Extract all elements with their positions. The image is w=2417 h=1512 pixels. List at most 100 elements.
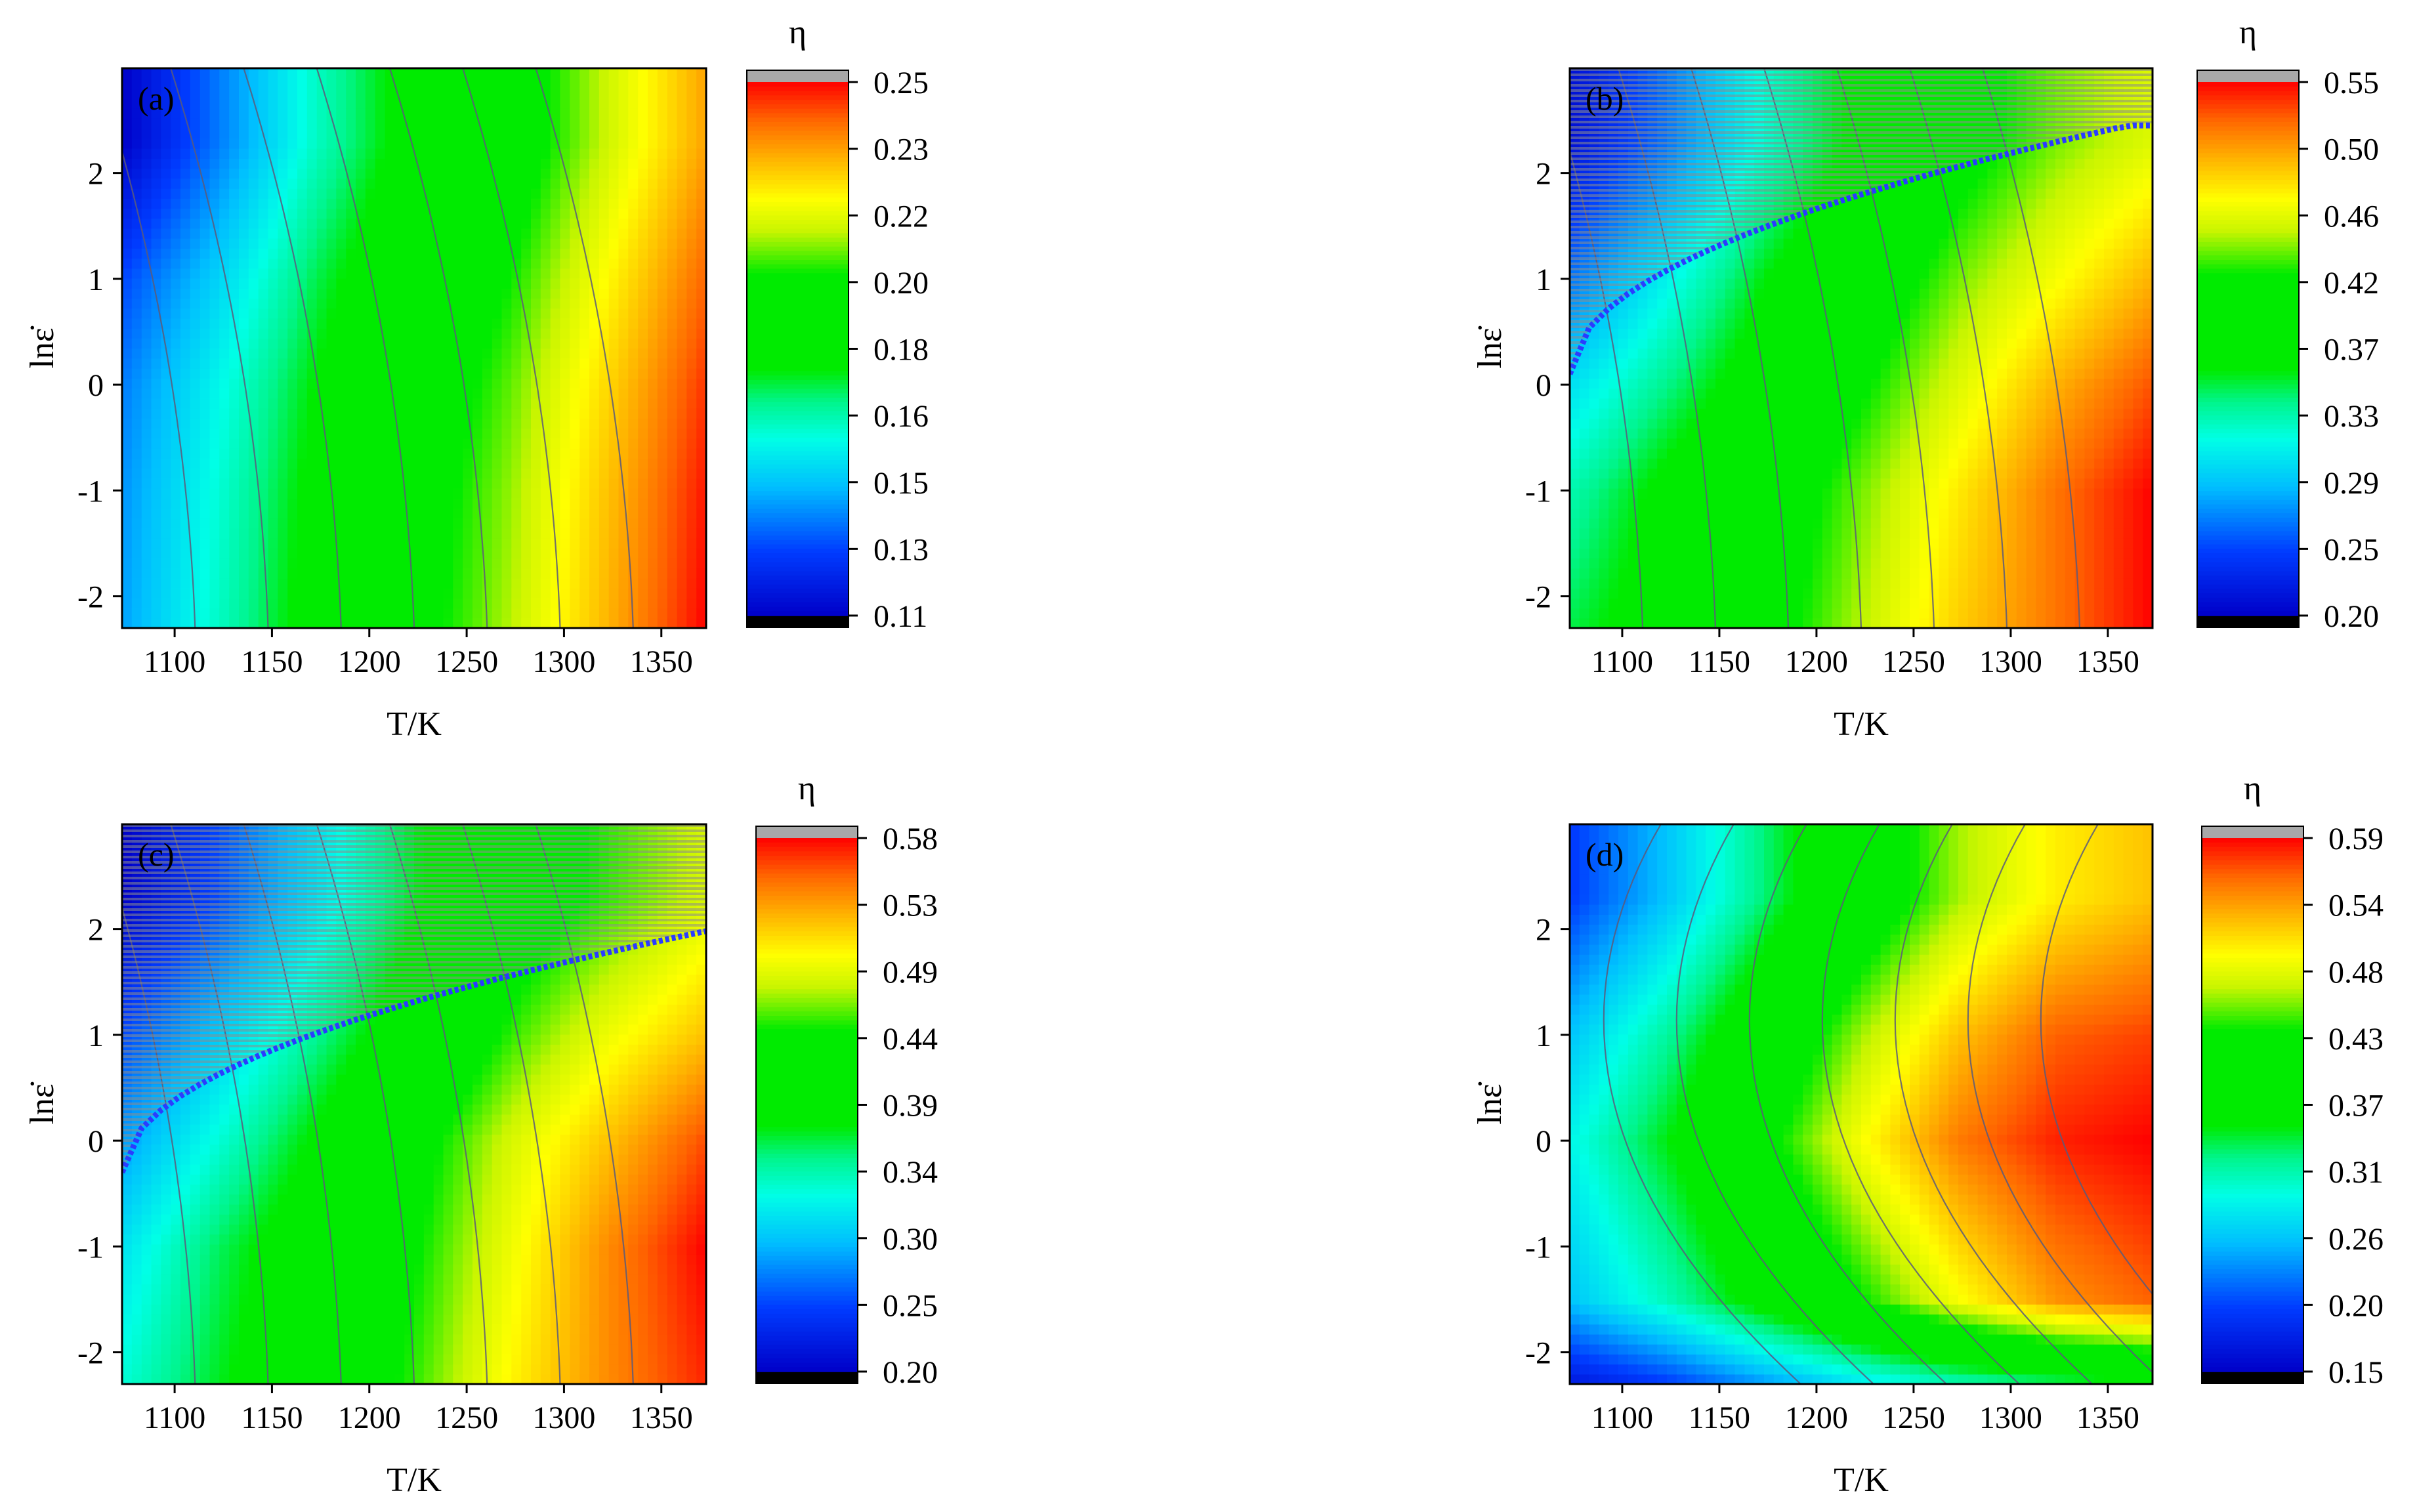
colorbar-band <box>747 86 849 92</box>
heatmap-cell <box>385 248 396 259</box>
heatmap-cell <box>540 488 551 499</box>
heatmap-cell <box>375 148 386 159</box>
heatmap-cell <box>511 608 522 619</box>
y-tick-label: 0 <box>88 368 104 403</box>
heatmap-cell <box>1764 368 1775 379</box>
heatmap-cell <box>385 398 396 409</box>
heatmap-cell <box>278 558 288 569</box>
heatmap-cell <box>531 98 541 109</box>
heatmap-cell <box>171 398 181 409</box>
heatmap-cell <box>306 518 318 529</box>
heatmap-cell <box>248 618 259 628</box>
heatmap-cell <box>131 238 142 249</box>
heatmap-cell <box>560 278 571 289</box>
heatmap-cell <box>151 288 162 299</box>
heatmap-cell <box>492 328 503 339</box>
heatmap-cell <box>540 588 551 599</box>
heatmap-cell <box>375 138 386 149</box>
heatmap-cell <box>248 158 259 169</box>
heatmap-cell <box>550 438 561 449</box>
heatmap-cell <box>141 68 152 79</box>
heatmap-cell <box>599 568 610 579</box>
heatmap-cell <box>1657 537 1668 549</box>
heatmap-cell <box>667 448 678 459</box>
heatmap-cell <box>248 537 259 549</box>
heatmap-cell <box>414 608 425 619</box>
colorbar-band <box>747 148 849 154</box>
heatmap-cell <box>151 268 162 279</box>
heatmap-cell <box>579 218 590 229</box>
heatmap-cell <box>1608 338 1619 349</box>
heatmap-cell <box>151 358 162 369</box>
heatmap-cell <box>346 528 356 539</box>
heatmap-cell <box>608 98 620 109</box>
heatmap-cell <box>122 118 133 129</box>
heatmap-cell <box>394 198 405 209</box>
heatmap-cell <box>1637 318 1649 329</box>
heatmap-cell <box>336 558 347 569</box>
heatmap-cell <box>414 528 425 539</box>
heatmap-cell <box>628 258 639 269</box>
heatmap-cell <box>209 288 221 299</box>
heatmap-cell <box>667 148 678 159</box>
heatmap-cell <box>540 198 551 209</box>
heatmap-cell <box>326 88 337 99</box>
heatmap-cell <box>1773 278 1784 289</box>
heatmap-cell <box>1764 458 1775 469</box>
heatmap-cell <box>599 528 610 539</box>
heatmap-cell <box>1637 478 1649 489</box>
heatmap-cell <box>180 348 191 359</box>
heatmap-cell <box>1589 368 1600 379</box>
heatmap-cell <box>287 238 298 249</box>
heatmap-cell <box>1803 388 1813 399</box>
heatmap-cell <box>540 478 551 489</box>
heatmap-cell <box>258 528 269 539</box>
heatmap-cell <box>1734 438 1746 449</box>
heatmap-cell <box>171 458 181 469</box>
colorbar-band <box>747 433 849 438</box>
heatmap-cell <box>1667 448 1677 459</box>
colorbar-band <box>747 144 849 150</box>
heatmap-cell <box>696 188 706 199</box>
heatmap-cell <box>258 448 269 459</box>
heatmap-cell <box>385 168 396 179</box>
heatmap-cell <box>618 238 629 249</box>
heatmap-cell <box>346 288 356 299</box>
heatmap-cell <box>501 618 513 628</box>
heatmap-cell <box>258 568 269 579</box>
heatmap-cell <box>180 408 191 419</box>
heatmap-cell <box>239 168 249 179</box>
heatmap-cell <box>180 478 191 489</box>
heatmap-cell <box>453 578 463 589</box>
heatmap-cell <box>1696 608 1706 619</box>
heatmap-cell <box>1686 598 1697 609</box>
heatmap-cell <box>608 448 620 459</box>
heatmap-cell <box>501 418 513 429</box>
heatmap-cell <box>648 438 658 449</box>
heatmap-cell <box>151 378 162 389</box>
heatmap-cell <box>385 598 396 609</box>
heatmap-cell <box>443 588 454 599</box>
heatmap-cell <box>589 188 600 199</box>
colorbar-band <box>747 82 849 87</box>
heatmap-cell <box>161 248 171 259</box>
heatmap-cell <box>463 168 473 179</box>
heatmap-cell <box>501 128 513 139</box>
heatmap-cell <box>297 88 308 99</box>
heatmap-cell <box>287 348 298 359</box>
heatmap-cell <box>667 68 678 79</box>
heatmap-cell <box>443 238 454 249</box>
heatmap-cell <box>356 188 366 199</box>
heatmap-cell <box>1773 537 1784 549</box>
heatmap-cell <box>1773 338 1784 349</box>
heatmap-cell <box>443 98 454 109</box>
heatmap-cell <box>229 368 240 379</box>
heatmap-cell <box>219 548 230 559</box>
heatmap-cell <box>686 418 697 429</box>
heatmap-cell <box>375 418 386 429</box>
heatmap-cell <box>443 468 454 479</box>
heatmap-cell <box>229 458 240 469</box>
heatmap-cell <box>423 608 434 619</box>
heatmap-cell <box>1715 268 1726 279</box>
heatmap-cell <box>161 408 171 419</box>
